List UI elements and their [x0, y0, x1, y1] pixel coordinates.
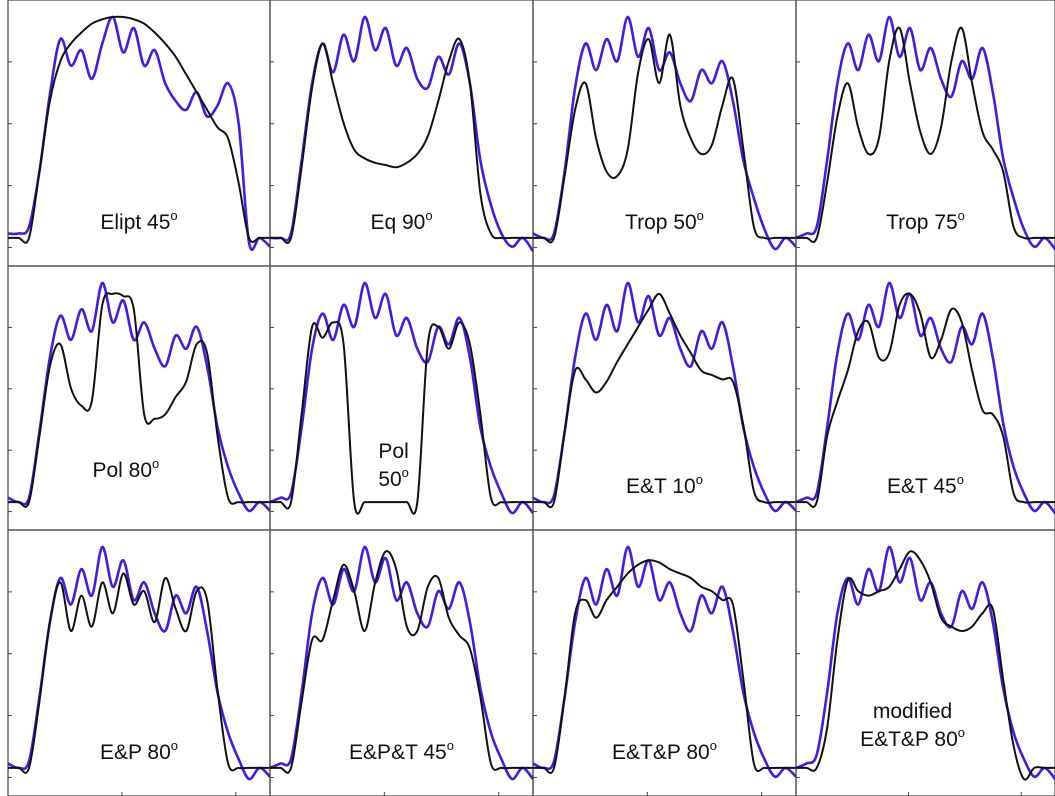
panel-4: Trop 75o: [795, 0, 1055, 267]
panel-label: E&T 45o: [887, 472, 964, 498]
series-line-blue: [7, 15, 271, 251]
panel-label: Eq 90o: [370, 208, 432, 234]
panel-label: E&P 80o: [100, 738, 178, 764]
panel-1: Elipt 45o: [7, 0, 271, 267]
series-line-blue: [532, 545, 797, 779]
series-line-black: [532, 33, 796, 244]
series-line-blue: [795, 15, 1055, 250]
panel-label: Trop 75o: [886, 208, 965, 234]
panel-frame: [795, 529, 1055, 796]
series-line-blue: [269, 281, 534, 515]
series-line-blue: [795, 545, 1055, 780]
panel-10: E&P&T 45o: [269, 529, 535, 796]
panel-2: Eq 90o: [269, 0, 535, 267]
panel-3: Trop 50o: [532, 0, 797, 267]
series-line-black: [7, 15, 270, 244]
series-line-black: [269, 550, 533, 774]
series-line-black: [532, 559, 796, 775]
panel-label: E&P&T 45o: [349, 738, 454, 764]
panel-label: Pol 80o: [93, 456, 160, 482]
series-line-black: [270, 320, 533, 515]
panel-frame: [7, 265, 271, 531]
panel-label-line2: 50o: [378, 465, 409, 491]
series-line-black: [8, 292, 270, 508]
panel-8: E&T 45o: [795, 265, 1055, 531]
panel-11: E&T&P 80o: [532, 529, 797, 796]
panel-label: Elipt 45o: [100, 208, 177, 234]
panel-5: Pol 80o: [7, 265, 271, 531]
panel-label: Pol: [378, 440, 408, 463]
series-line-black: [269, 37, 533, 245]
panel-label-line2: E&T&P 80o: [860, 725, 965, 751]
panel-9: E&P 80o: [7, 529, 271, 796]
series-line-black: [795, 550, 1055, 781]
panel-label: E&T 10o: [626, 472, 703, 498]
panel-label: Trop 50o: [625, 208, 704, 234]
series-line-black: [533, 292, 796, 509]
panel-7: E&T 10o: [532, 265, 797, 531]
panel-label: modified: [873, 700, 952, 723]
series-line-blue: [532, 281, 797, 513]
panel-label: E&T&P 80o: [612, 738, 717, 764]
series-line-black: [795, 26, 1055, 243]
series-line-black: [7, 572, 270, 774]
series-line-black: [796, 292, 1055, 508]
